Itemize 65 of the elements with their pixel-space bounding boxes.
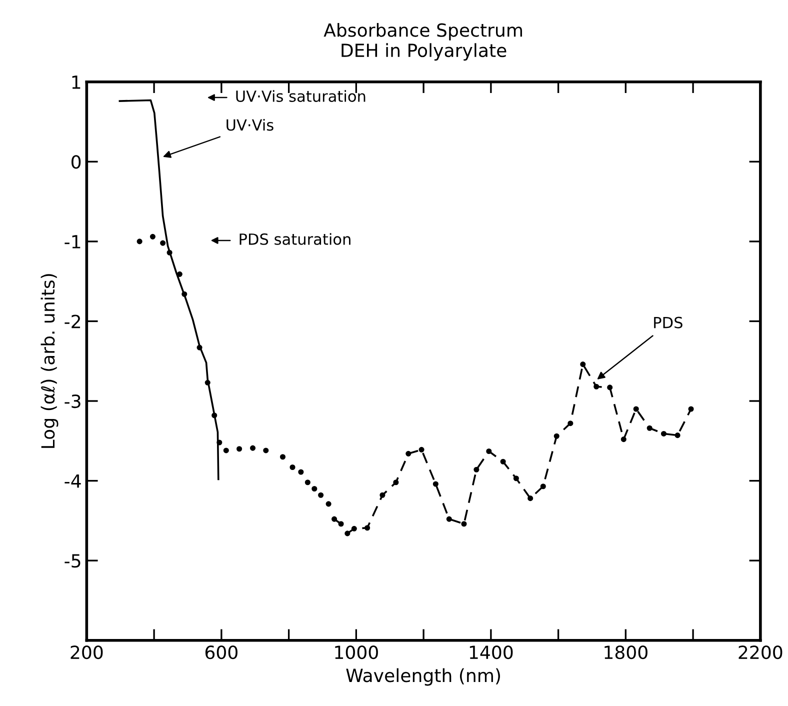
point [351, 526, 357, 532]
x-tick-label: 1000 [335, 646, 378, 660]
point [660, 430, 667, 436]
point [418, 446, 424, 452]
x-tick-label: 1800 [604, 646, 648, 660]
point [432, 481, 438, 487]
point [607, 384, 613, 390]
point [620, 436, 626, 442]
point [688, 406, 694, 412]
point [540, 484, 546, 490]
x-tick-label: 2200 [738, 646, 782, 660]
point [500, 458, 506, 464]
point [312, 486, 318, 492]
chart-title: Absorbance Spectrum DEH in Polyarylate [324, 22, 522, 61]
annotation: UV·Vis [226, 118, 274, 131]
x-tick-label: 600 [205, 646, 238, 660]
point [338, 521, 344, 527]
point [332, 516, 338, 522]
point [136, 238, 142, 244]
point [486, 448, 492, 454]
point [250, 445, 256, 451]
y-tick-label: -4 [64, 474, 81, 488]
point [580, 362, 586, 368]
point [326, 501, 332, 507]
point [236, 446, 242, 452]
point [474, 466, 480, 472]
point [290, 464, 296, 470]
x-axis-title: Wavelength (nm) [346, 668, 500, 686]
point [318, 492, 324, 498]
x-tick-label: 200 [70, 646, 103, 660]
y-tick-label: 0 [72, 155, 81, 169]
point [176, 271, 182, 277]
point [380, 492, 386, 498]
point [364, 525, 370, 531]
point [594, 384, 600, 390]
point [446, 516, 452, 522]
point [150, 234, 156, 240]
point [298, 469, 304, 475]
annotation: PDS saturation [240, 233, 350, 245]
y-tick-label: -1 [64, 235, 80, 248]
point [304, 480, 310, 486]
x-tick-label: 1400 [470, 646, 513, 660]
point [554, 433, 560, 439]
y-tick-label: -3 [64, 394, 80, 408]
point [263, 448, 269, 454]
annotation: PDS [654, 316, 682, 328]
point [568, 420, 574, 426]
y-axis-title: Log (αℓ) (arb. units) [40, 274, 58, 448]
point [461, 521, 467, 527]
point [406, 450, 412, 456]
point [223, 448, 229, 454]
point [393, 480, 399, 486]
point [674, 432, 680, 438]
point [280, 454, 286, 460]
y-tick-label: -2 [64, 314, 80, 328]
point [633, 406, 639, 412]
y-tick-label: -5 [64, 554, 80, 568]
point [344, 530, 350, 536]
line-series [118, 99, 220, 480]
point [646, 425, 652, 431]
point [160, 240, 166, 246]
point [513, 476, 519, 482]
annotation: UV·Vis saturation [236, 90, 366, 102]
point [528, 496, 534, 502]
y-tick-label: 1 [72, 76, 80, 89]
